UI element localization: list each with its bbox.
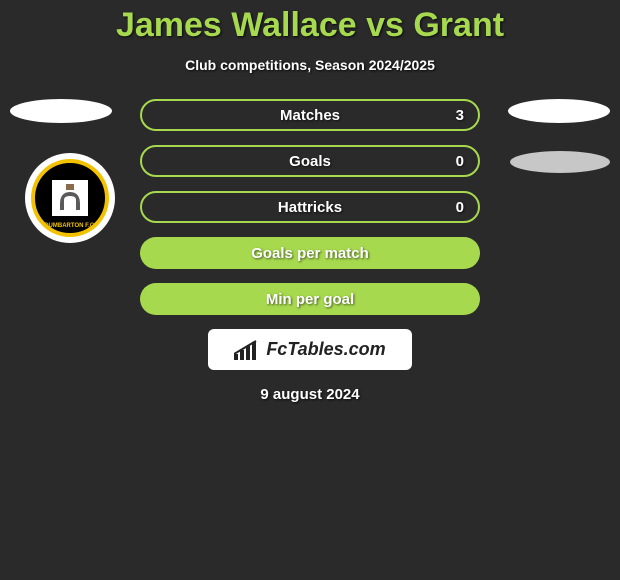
stat-label: Matches: [280, 107, 340, 124]
stat-rows: Matches 3 Goals 0 Hattricks 0 Goals per …: [140, 99, 480, 315]
player-badge-right-secondary: [510, 151, 610, 173]
footer-date: 9 august 2024: [260, 386, 359, 403]
watermark: FcTables.com: [208, 329, 411, 370]
stat-value: 3: [456, 107, 464, 124]
stat-label: Goals: [289, 153, 331, 170]
player-badge-right: [508, 99, 610, 123]
subtitle: Club competitions, Season 2024/2025: [185, 57, 435, 73]
watermark-text: FcTables.com: [266, 339, 385, 360]
stat-value: 0: [456, 199, 464, 216]
elephant-icon: [52, 180, 88, 216]
stat-label: Hattricks: [278, 199, 342, 216]
club-badge-left: DUMBARTON F.C.: [25, 153, 115, 243]
stat-row-matches: Matches 3: [140, 99, 480, 131]
page-title: James Wallace vs Grant: [116, 6, 504, 45]
stat-label: Goals per match: [251, 245, 369, 262]
bar-chart-icon: [234, 340, 258, 360]
stat-row-goals: Goals 0: [140, 145, 480, 177]
stat-value: 0: [456, 153, 464, 170]
player-badge-left: [10, 99, 112, 123]
stat-label: Min per goal: [266, 291, 354, 308]
club-name: DUMBARTON F.C.: [35, 223, 105, 229]
content-area: DUMBARTON F.C. Matches 3 Goals 0 Hattric…: [0, 99, 620, 315]
stat-row-hattricks: Hattricks 0: [140, 191, 480, 223]
stat-row-min-per-goal: Min per goal: [140, 283, 480, 315]
stat-row-goals-per-match: Goals per match: [140, 237, 480, 269]
